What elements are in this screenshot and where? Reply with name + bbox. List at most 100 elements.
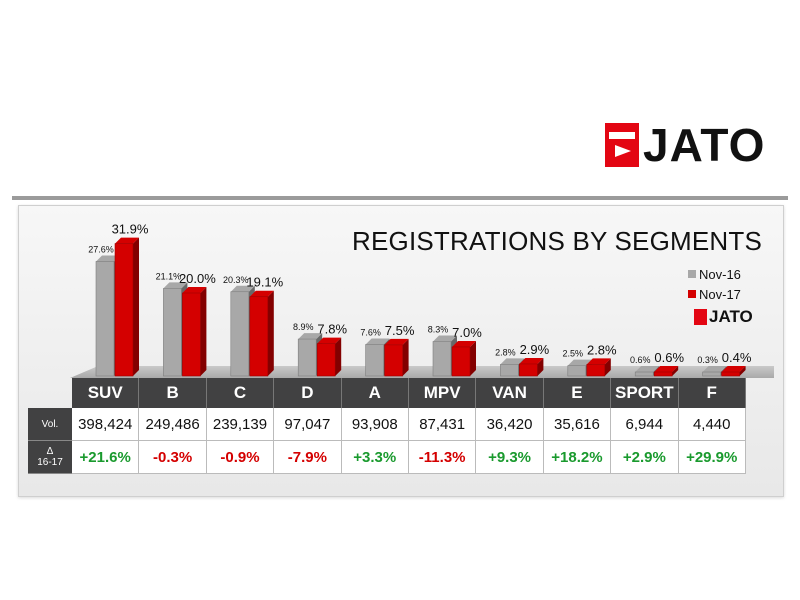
legend-swatch-red [688,290,696,298]
bar-nov-16-d [297,338,317,377]
table-header-van: VAN [476,378,544,408]
data-label-nov-16-van: 2.8% [495,347,516,357]
bar-nov-16-b [163,288,182,377]
volume-cell-a: 93,908 [341,408,409,441]
change-cell-mpv: -11.3% [408,441,477,474]
bar-nov-17-mpv [451,346,471,377]
volume-cell-van: 36,420 [476,408,544,441]
bar-top-nov-17-van [519,357,544,364]
legend-label-nov17: Nov-17 [699,286,741,302]
data-label-nov-16-c: 20.3% [223,275,249,285]
bar-side-nov-17-c [267,290,274,376]
bar-top-nov-16-mpv [433,335,457,342]
bar-top-nov-17-mpv [452,340,476,347]
bar-top-nov-17-f [721,366,746,372]
bar-top-nov-17-d [317,337,342,344]
data-label-nov-16-suv: 27.6% [88,244,114,254]
data-label-nov-16-f: 0.3% [697,355,718,365]
table-header-mpv: MPV [408,378,477,408]
data-label-nov-16-e: 2.5% [563,349,584,359]
change-cell-suv: +21.6% [72,441,140,474]
volume-cell-b: 249,486 [139,408,207,441]
bar-top-nov-16-suv [96,255,120,262]
bar-top-nov-16-a [365,338,390,345]
change-cell-d: -7.9% [274,441,342,474]
jato-small-logo-text: JATO [709,307,753,326]
change-cell-e: +18.2% [543,441,612,474]
bar-side-nov-17-mpv [470,340,476,376]
change-cell-f: +29.9% [678,441,746,474]
table-header-b: B [139,378,207,408]
chart-title: REGISTRATIONS BY SEGMENTS [352,226,762,256]
bar-top-nov-17-sport [654,366,679,372]
bar-nov-16-e [567,365,587,377]
bar-nov-17-van [519,363,538,377]
legend-item-nov16: Nov-16 [688,264,741,284]
row-label-vol: Vol. [28,408,72,441]
bar-top-nov-17-b [182,287,207,293]
bar-nov-17-sport [653,371,673,377]
jato-logo-mark [605,123,639,167]
bar-nov-16-a [365,344,384,377]
jato-small-logo: JATO [694,307,753,326]
bar-top-nov-16-sport [635,366,660,372]
chart-legend: Nov-16 Nov-17 [688,264,741,304]
table-header-a: A [341,378,409,408]
change-cell-c: -0.9% [206,441,275,474]
row-label-change: Δ 16-17 [28,441,72,474]
bar-nov-17-a [384,344,403,377]
bar-nov-17-e [586,364,606,377]
bar-nov-17-d [316,343,336,377]
bar-side-nov-17-f [739,366,746,376]
bar-top-nov-16-e [567,359,592,366]
bar-nov-16-van [500,364,519,377]
bar-top-nov-16-van [500,358,525,365]
data-label-nov-17-a: 7.5% [385,323,415,338]
volume-cell-sport: 6,944 [611,408,679,441]
data-label-nov-17-d: 7.8% [317,322,347,337]
bar-top-nov-17-suv [115,237,139,244]
bar-top-nov-16-d [298,333,323,340]
data-label-nov-16-b: 21.1% [156,271,182,281]
bar-side-nov-17-suv [133,237,139,376]
volume-cell-c: 239,139 [206,408,275,441]
change-cell-b: -0.3% [139,441,207,474]
data-label-nov-16-mpv: 8.3% [428,325,449,335]
change-cell-a: +3.3% [341,441,409,474]
legend-swatch-grey [688,270,696,278]
volume-cell-d: 97,047 [274,408,342,441]
panel-top-bar [12,196,788,200]
bar-side-nov-17-d [335,337,342,376]
legend-item-nov17: Nov-17 [688,284,741,304]
table-corner [28,378,72,408]
bar-nov-16-f [702,371,721,377]
data-label-nov-17-suv: 31.9% [112,222,149,237]
row-label-vol-text: Vol. [41,418,59,430]
bar-top-nov-17-e [586,358,611,365]
bar-nov-17-b [182,292,201,377]
table-header-suv: SUV [72,378,140,408]
table-header-sport: SPORT [611,378,679,408]
volume-cell-mpv: 87,431 [408,408,477,441]
bar-nov-17-c [249,296,269,377]
data-label-nov-17-van: 2.9% [520,342,550,357]
legend-label-nov16: Nov-16 [699,266,741,282]
volume-cell-suv: 398,424 [72,408,140,441]
change-cell-sport: +2.9% [611,441,679,474]
segment-table-grid: SUV B C D A MPV VAN E SPORT F Vol. 398,424 249,486 23… [28,378,746,474]
bar-top-nov-17-c [249,290,274,297]
bar-nov-17-f [721,371,740,377]
bar-side-nov-17-e [604,358,611,376]
row-label-change-delta: Δ [46,446,54,457]
bar-top-nov-17-a [384,338,409,345]
table-header-e: E [543,378,612,408]
bar-nov-16-suv [95,261,115,377]
table-header-f: F [678,378,746,408]
data-label-nov-17-b: 20.0% [179,271,216,286]
jato-logo: JATO [605,119,766,171]
bar-side-nov-17-sport [672,366,679,376]
data-label-nov-17-sport: 0.6% [654,350,684,365]
segment-table: SUV B C D A MPV VAN E SPORT F Vol. 398,424 249,486 23… [28,378,746,474]
jato-logo-text: JATO [643,119,766,171]
bar-nov-17-suv [114,243,134,377]
